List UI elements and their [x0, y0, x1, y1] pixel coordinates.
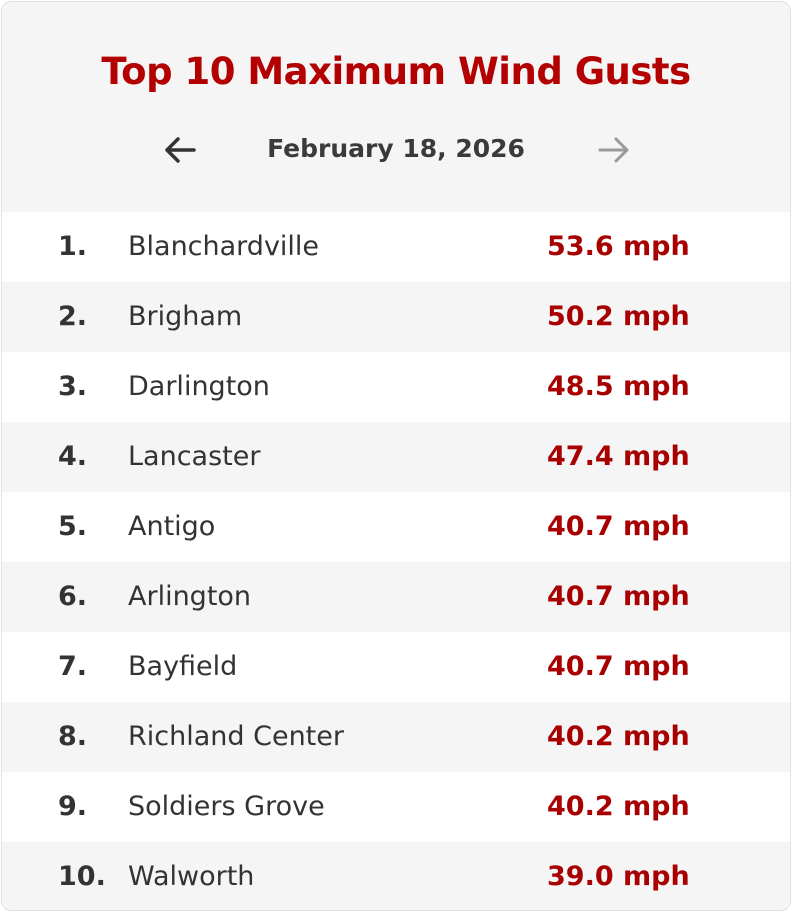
- previous-day-button[interactable]: [160, 132, 200, 168]
- table-row: 5. Antigo 40.7 mph: [2, 492, 790, 562]
- location: Bayfield: [128, 651, 238, 682]
- location: Richland Center: [128, 721, 344, 752]
- gust-speed: 53.6 mph: [547, 231, 690, 262]
- rank: 6.: [58, 581, 88, 612]
- gust-speed: 40.2 mph: [547, 791, 690, 822]
- table-row: 10. Walworth 39.0 mph: [2, 842, 790, 910]
- rank: 7.: [58, 651, 88, 682]
- gust-speed: 50.2 mph: [547, 301, 690, 332]
- table-row: 2. Brigham 50.2 mph: [2, 282, 790, 352]
- rank: 8.: [58, 721, 88, 752]
- location: Soldiers Grove: [128, 791, 325, 822]
- rank: 10.: [58, 861, 106, 892]
- table-row: 3. Darlington 48.5 mph: [2, 352, 790, 422]
- gust-speed: 47.4 mph: [547, 441, 690, 472]
- next-day-button[interactable]: [594, 132, 634, 168]
- location: Lancaster: [128, 441, 261, 472]
- rank: 4.: [58, 441, 88, 472]
- location: Antigo: [128, 511, 216, 542]
- table-row: 8. Richland Center 40.2 mph: [2, 702, 790, 772]
- table-row: 9. Soldiers Grove 40.2 mph: [2, 772, 790, 842]
- location: Arlington: [128, 581, 252, 612]
- table-row: 6. Arlington 40.7 mph: [2, 562, 790, 632]
- rank: 5.: [58, 511, 88, 542]
- gust-speed: 40.7 mph: [547, 581, 690, 612]
- location: Walworth: [128, 861, 255, 892]
- rank: 1.: [58, 231, 88, 262]
- table-row: 4. Lancaster 47.4 mph: [2, 422, 790, 492]
- gust-speed: 48.5 mph: [547, 371, 690, 402]
- rank: 2.: [58, 301, 88, 332]
- ranking-table: 1. Blanchardville 53.6 mph 2. Brigham 50.2 mp…: [2, 212, 790, 910]
- location: Darlington: [128, 371, 270, 402]
- title: Top 10 Maximum Wind Gusts: [101, 50, 691, 93]
- location: Brigham: [128, 301, 243, 332]
- gust-speed: 40.2 mph: [547, 721, 690, 752]
- rank: 9.: [58, 791, 88, 822]
- gust-speed: 40.7 mph: [547, 511, 690, 542]
- rank: 3.: [58, 371, 88, 402]
- table-row: 1. Blanchardville 53.6 mph: [2, 212, 790, 282]
- table-row: 7. Bayfield 40.7 mph: [2, 632, 790, 702]
- location: Blanchardville: [128, 231, 320, 262]
- date: February 18, 2026: [267, 134, 525, 163]
- gust-speed: 39.0 mph: [547, 861, 690, 892]
- gust-speed: 40.7 mph: [547, 651, 690, 682]
